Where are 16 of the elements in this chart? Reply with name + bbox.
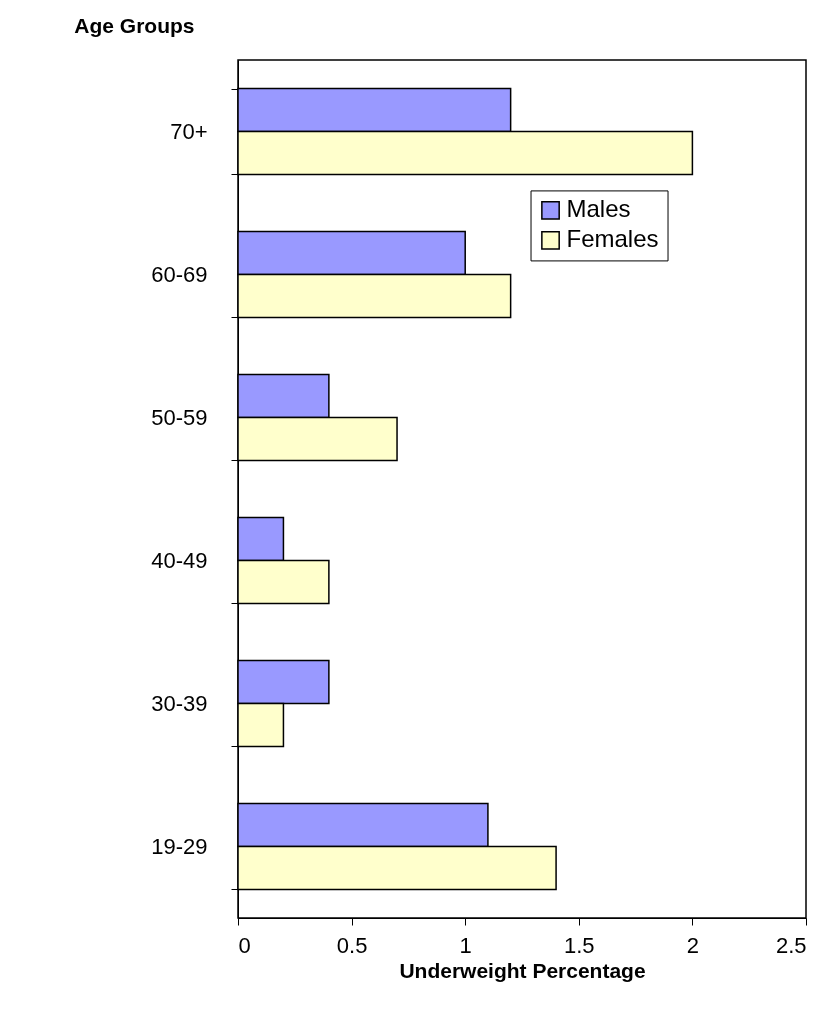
- x-axis-title: Underweight Percentage: [399, 958, 646, 982]
- legend-label: Females: [566, 225, 659, 253]
- legend-label: Males: [566, 195, 631, 223]
- x-tick-label: 1: [459, 932, 472, 958]
- x-tick-label: 2.5: [775, 932, 807, 958]
- y-tick-label: 40-49: [151, 548, 208, 573]
- x-tick-label: 0: [238, 932, 251, 958]
- y-tick-label: 60-69: [151, 262, 208, 287]
- x-tick-label: 1.5: [564, 932, 595, 958]
- x-tick-label: 0.5: [336, 932, 368, 958]
- y-tick-label: 19-29: [151, 834, 208, 859]
- y-tick-label: 70+: [170, 119, 208, 144]
- y-tick-label: 50-59: [151, 405, 208, 430]
- y-tick-label: 30-39: [151, 691, 208, 716]
- y-axis-title: Age Groups: [74, 13, 195, 37]
- x-tick-label: 2: [686, 932, 700, 958]
